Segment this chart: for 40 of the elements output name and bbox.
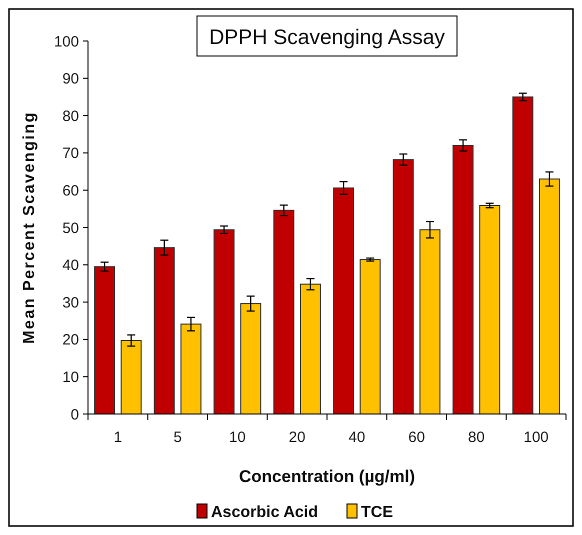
legend-label: TCE	[361, 504, 394, 521]
y-tick-label: 100	[54, 33, 79, 50]
bar	[392, 159, 414, 414]
bar	[120, 340, 142, 414]
y-tick-label: 90	[62, 70, 79, 88]
x-tick-label: 100	[524, 429, 549, 446]
bar	[538, 178, 560, 414]
y-tick-label: 10	[62, 368, 79, 386]
bar	[419, 229, 440, 414]
y-tick-label: 0	[70, 406, 79, 424]
bar	[273, 210, 294, 414]
y-tick-label: 60	[62, 182, 79, 200]
bar	[214, 229, 235, 414]
x-axis-title: Concentration (µg/ml)	[238, 467, 416, 486]
x-tick-label: 20	[288, 429, 306, 446]
chart-title: DPPH Scavenging Assay	[209, 26, 446, 49]
bar	[154, 247, 175, 414]
bar	[300, 284, 321, 414]
bar	[452, 144, 474, 414]
x-tick-label: 60	[408, 429, 425, 446]
bar	[240, 303, 262, 414]
legend-label: Ascorbic Acid	[211, 504, 318, 521]
y-tick-label: 40	[62, 257, 79, 274]
y-axis-title: Mean Percent Scavenging	[21, 111, 38, 344]
bar	[333, 187, 354, 414]
bar	[94, 266, 116, 414]
x-tick-label: 1	[114, 429, 122, 446]
y-tick-label: 30	[62, 294, 79, 312]
x-tick-label: 10	[229, 429, 246, 446]
y-tick-label: 70	[62, 145, 79, 162]
bar	[479, 204, 500, 414]
x-tick-label: 5	[173, 429, 182, 446]
x-tick-label: 40	[348, 429, 366, 446]
x-tick-label: 80	[468, 429, 485, 446]
y-tick-label: 80	[62, 108, 79, 125]
bar	[512, 96, 534, 414]
bar	[360, 259, 381, 414]
y-tick-label: 50	[62, 220, 79, 237]
bar	[180, 324, 202, 414]
y-tick-label: 20	[62, 332, 79, 349]
